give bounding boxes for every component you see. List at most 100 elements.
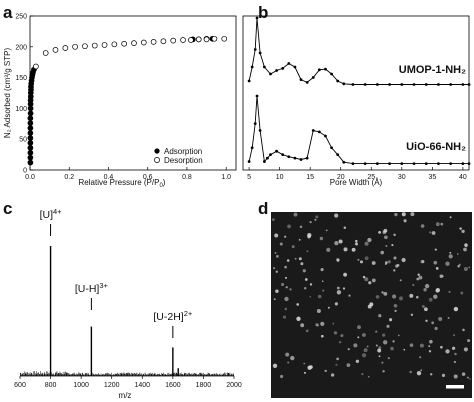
particle-dot [392, 340, 395, 343]
particle-dot [381, 361, 384, 364]
particle-dot [378, 346, 382, 350]
particle-dot [363, 348, 368, 353]
particle-dot [330, 373, 335, 377]
uio-data-point [449, 162, 453, 166]
particle-dot [362, 275, 366, 279]
umop-data-point [449, 83, 453, 86]
particle-dot [375, 295, 380, 299]
particle-dot [420, 259, 425, 264]
particle-dot [425, 319, 428, 322]
umop-data-point [412, 83, 416, 86]
particle-dot [371, 261, 376, 265]
particle-dot [384, 235, 388, 240]
umop-data-point [424, 83, 428, 86]
spectrum-noise [20, 371, 234, 376]
panel-a-xtick-label: 0.0 [25, 174, 35, 181]
uio-data-point [258, 129, 262, 132]
umop-pore-distribution-line [248, 17, 469, 85]
panel-b-xtick-label: 15 [306, 174, 314, 181]
particle-dot [435, 267, 439, 270]
particle-dot [284, 296, 289, 302]
particle-dot [368, 281, 372, 285]
legend-desorption-marker [154, 157, 160, 163]
particle-dot [293, 212, 298, 217]
particle-dot [409, 343, 414, 347]
particle-dot [449, 216, 452, 219]
particle-dot [449, 251, 452, 254]
uio-data-point [287, 155, 291, 159]
particle-dot [396, 263, 400, 267]
particle-dot [429, 231, 432, 234]
particle-dot [393, 304, 398, 308]
umop-data-point [336, 79, 340, 83]
particle-dot [307, 365, 312, 370]
particle-dot [275, 289, 279, 293]
particle-dot [397, 334, 400, 337]
particle-dot [399, 296, 403, 301]
umop-data-point [299, 78, 303, 81]
particle-dot [273, 298, 276, 301]
desorption-point [180, 37, 186, 43]
particle-dot [298, 238, 301, 241]
particle-dot [410, 313, 414, 316]
particle-dot [384, 263, 387, 266]
particle-dot [430, 373, 433, 376]
panel-b-xtick-label: 40 [459, 174, 467, 181]
particle-dot [421, 304, 425, 308]
particle-dot [403, 348, 406, 351]
particle-dot [424, 307, 428, 312]
particle-dot [457, 265, 460, 268]
desorption-point [195, 36, 202, 43]
particle-dot [309, 283, 313, 286]
uio-data-point [293, 156, 297, 160]
particle-dot [315, 323, 319, 327]
adsorption-point [27, 120, 34, 127]
panel-a-xtick-label: 0.8 [182, 174, 192, 181]
uio-data-point [317, 130, 321, 134]
panel-a-ytick-label: 250 [15, 14, 27, 21]
particle-dot [409, 293, 414, 298]
particle-dot [453, 306, 459, 312]
adsorption-point [27, 159, 34, 166]
particle-dot [287, 361, 290, 364]
particle-dot [387, 357, 390, 360]
desorption-point [101, 42, 108, 48]
umop-data-point [253, 48, 257, 51]
particle-dot [343, 226, 347, 229]
particle-dot [335, 363, 338, 366]
particle-dot [410, 212, 415, 217]
uio-data-point [388, 162, 391, 166]
particle-dot [324, 369, 327, 373]
particle-dot [389, 318, 393, 322]
particle-dot [369, 302, 374, 307]
uio-data-point [255, 94, 259, 98]
adsorption-point [27, 130, 34, 136]
particle-dot [435, 287, 441, 293]
particle-dot [307, 233, 312, 238]
particle-dot [433, 294, 438, 299]
desorption-point [52, 47, 59, 53]
particle-dot [346, 363, 351, 367]
umop-data-point [281, 67, 285, 70]
particle-dot [459, 227, 462, 230]
panel-b-xlabel: Pore Width (Å) [330, 178, 383, 187]
panel-a-ytick-label: 200 [15, 44, 27, 51]
particle-dot [424, 283, 430, 289]
particle-dot [359, 260, 364, 264]
panel-c-xtick-label: 1800 [196, 382, 212, 389]
panel-b-xtick-label: 10 [276, 174, 284, 181]
panel-label-a: a [3, 3, 13, 22]
uio-data-point [262, 160, 266, 163]
desorption-point [82, 43, 88, 50]
particle-dot [381, 291, 384, 294]
particle-dot [343, 247, 348, 252]
desorption-point [211, 35, 218, 42]
particle-dot [463, 347, 468, 352]
particle-dot [282, 315, 287, 319]
panel-b-xtick-label: 20 [337, 174, 345, 181]
particle-dot [338, 341, 342, 344]
particle-dot [286, 259, 290, 262]
particle-dot [423, 288, 427, 292]
particle-dot [300, 262, 304, 266]
particle-dot [332, 322, 335, 325]
